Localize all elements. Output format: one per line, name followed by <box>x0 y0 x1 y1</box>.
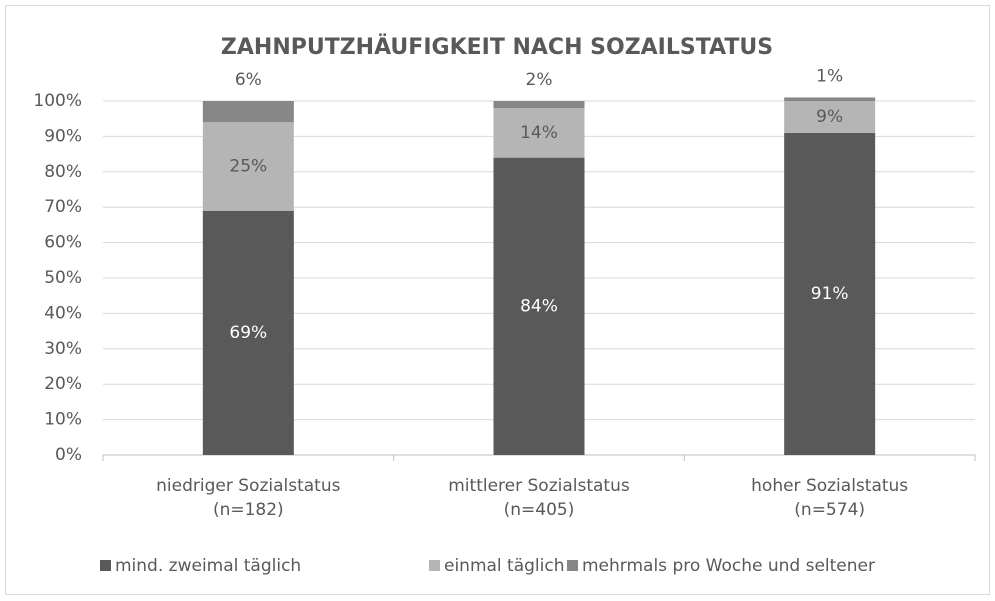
data-label: 2% <box>526 70 553 90</box>
data-label: 9% <box>816 107 843 127</box>
x-tick-label: hoher Sozialstatus (n=574) <box>751 476 909 520</box>
bar-segment <box>784 97 876 101</box>
bar-segment <box>493 101 585 109</box>
y-tick-label: 90% <box>44 126 82 146</box>
y-tick-label: 70% <box>44 197 82 217</box>
legend-label: mind. zweimal täglich <box>115 556 301 576</box>
legend-swatch <box>100 560 111 571</box>
y-tick-label: 20% <box>44 374 82 394</box>
bar-segment <box>202 101 294 123</box>
data-label: 69% <box>229 323 267 343</box>
y-tick-label: 30% <box>44 339 82 359</box>
legend-swatch <box>429 560 440 571</box>
bar-segment <box>202 122 294 211</box>
y-tick-label: 60% <box>44 233 82 253</box>
y-tick-label: 80% <box>44 162 82 182</box>
data-label: 14% <box>520 123 558 143</box>
bar-segment <box>493 108 585 158</box>
x-tick-label: niedriger Sozialstatus (n=182) <box>156 476 341 520</box>
data-label: 6% <box>235 70 262 90</box>
y-tick-label: 50% <box>44 268 82 288</box>
legend-label: einmal täglich <box>444 556 565 576</box>
chart-title: ZAHNPUTZHÄUFIGKEIT NACH SOZAILSTATUS <box>221 34 773 60</box>
legend-swatch <box>567 560 578 571</box>
data-label: 1% <box>816 66 843 86</box>
data-label: 25% <box>229 156 267 176</box>
bar-segment <box>202 210 294 455</box>
bar-segment <box>493 157 585 455</box>
data-label: 84% <box>520 296 558 316</box>
y-tick-label: 10% <box>44 410 82 430</box>
bar-segment <box>784 132 876 456</box>
y-tick-label: 40% <box>44 303 82 323</box>
y-tick-label: 100% <box>33 91 82 111</box>
legend-label: mehrmals pro Woche und seltener <box>582 556 875 576</box>
y-tick-label: 0% <box>55 445 82 465</box>
x-tick-label: mittlerer Sozialstatus (n=405) <box>448 476 630 520</box>
bar-segment <box>784 101 876 133</box>
data-label: 91% <box>811 284 849 304</box>
